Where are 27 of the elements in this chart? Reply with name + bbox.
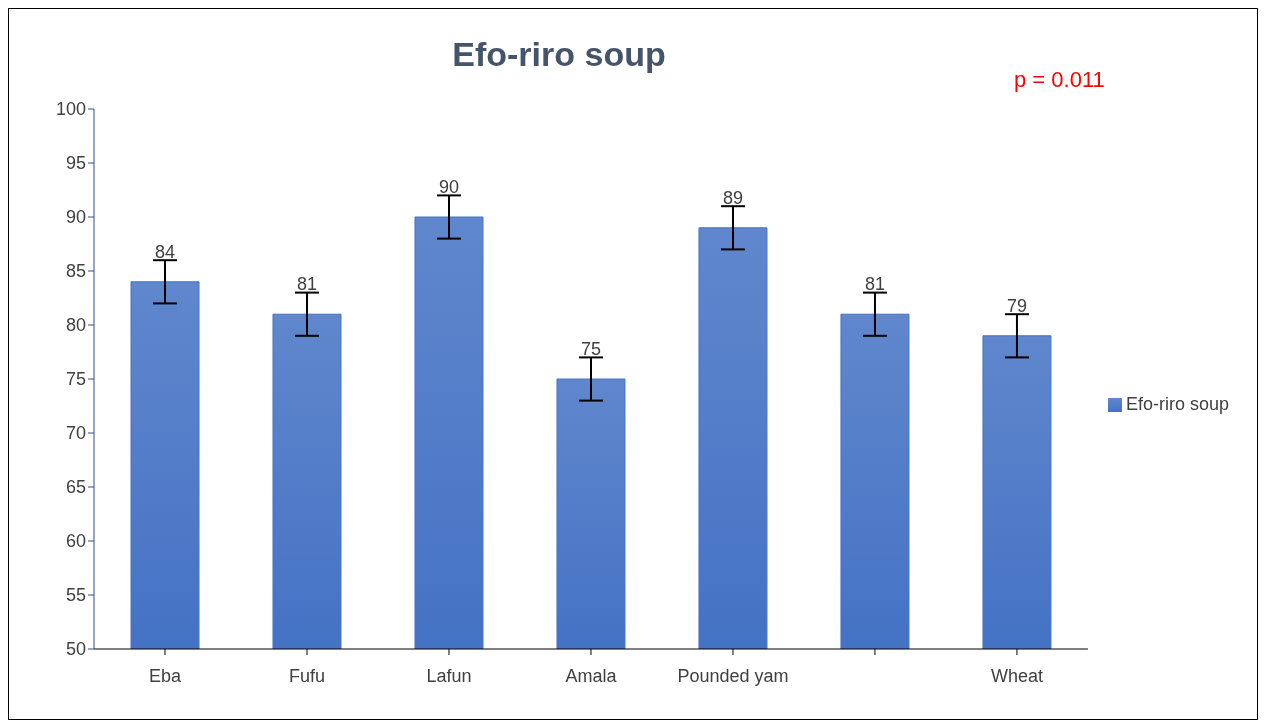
- data-label: 89: [722, 187, 743, 208]
- data-label: 75: [580, 339, 601, 359]
- text: p = 0.011: [1014, 67, 1105, 93]
- chart-title: Efo-riro soup: [452, 35, 666, 73]
- data-label: 90: [438, 177, 459, 197]
- x-tick-label: Fufu: [288, 665, 326, 686]
- y-tick-label: 100: [55, 99, 86, 120]
- y-tick-label: 55: [65, 585, 86, 606]
- y-tick-label: 75: [65, 369, 86, 390]
- y-tick-label: 65: [65, 477, 86, 498]
- data-label: 81: [296, 274, 318, 295]
- data-label: 84: [154, 241, 176, 262]
- x-tick-label: Pounded yam: [677, 665, 789, 686]
- x-tick-label: Eba: [148, 665, 182, 686]
- y-tick-label: 85: [65, 261, 86, 282]
- y-tick-label: 80: [65, 315, 86, 336]
- y-tick-label: 50: [65, 639, 86, 660]
- y-tick-label: 70: [65, 423, 86, 444]
- legend-label: Efo-riro soup: [1125, 393, 1229, 414]
- y-tick-label: 60: [65, 531, 86, 552]
- x-tick-label: Amala: [565, 665, 618, 686]
- y-tick-label: 95: [65, 153, 86, 174]
- data-label: 81: [864, 274, 885, 295]
- x-tick-label: Wheat: [990, 665, 1043, 686]
- y-tick-label: 90: [65, 207, 86, 228]
- data-label: 79: [1006, 295, 1027, 316]
- x-tick-label: Lafun: [426, 665, 472, 686]
